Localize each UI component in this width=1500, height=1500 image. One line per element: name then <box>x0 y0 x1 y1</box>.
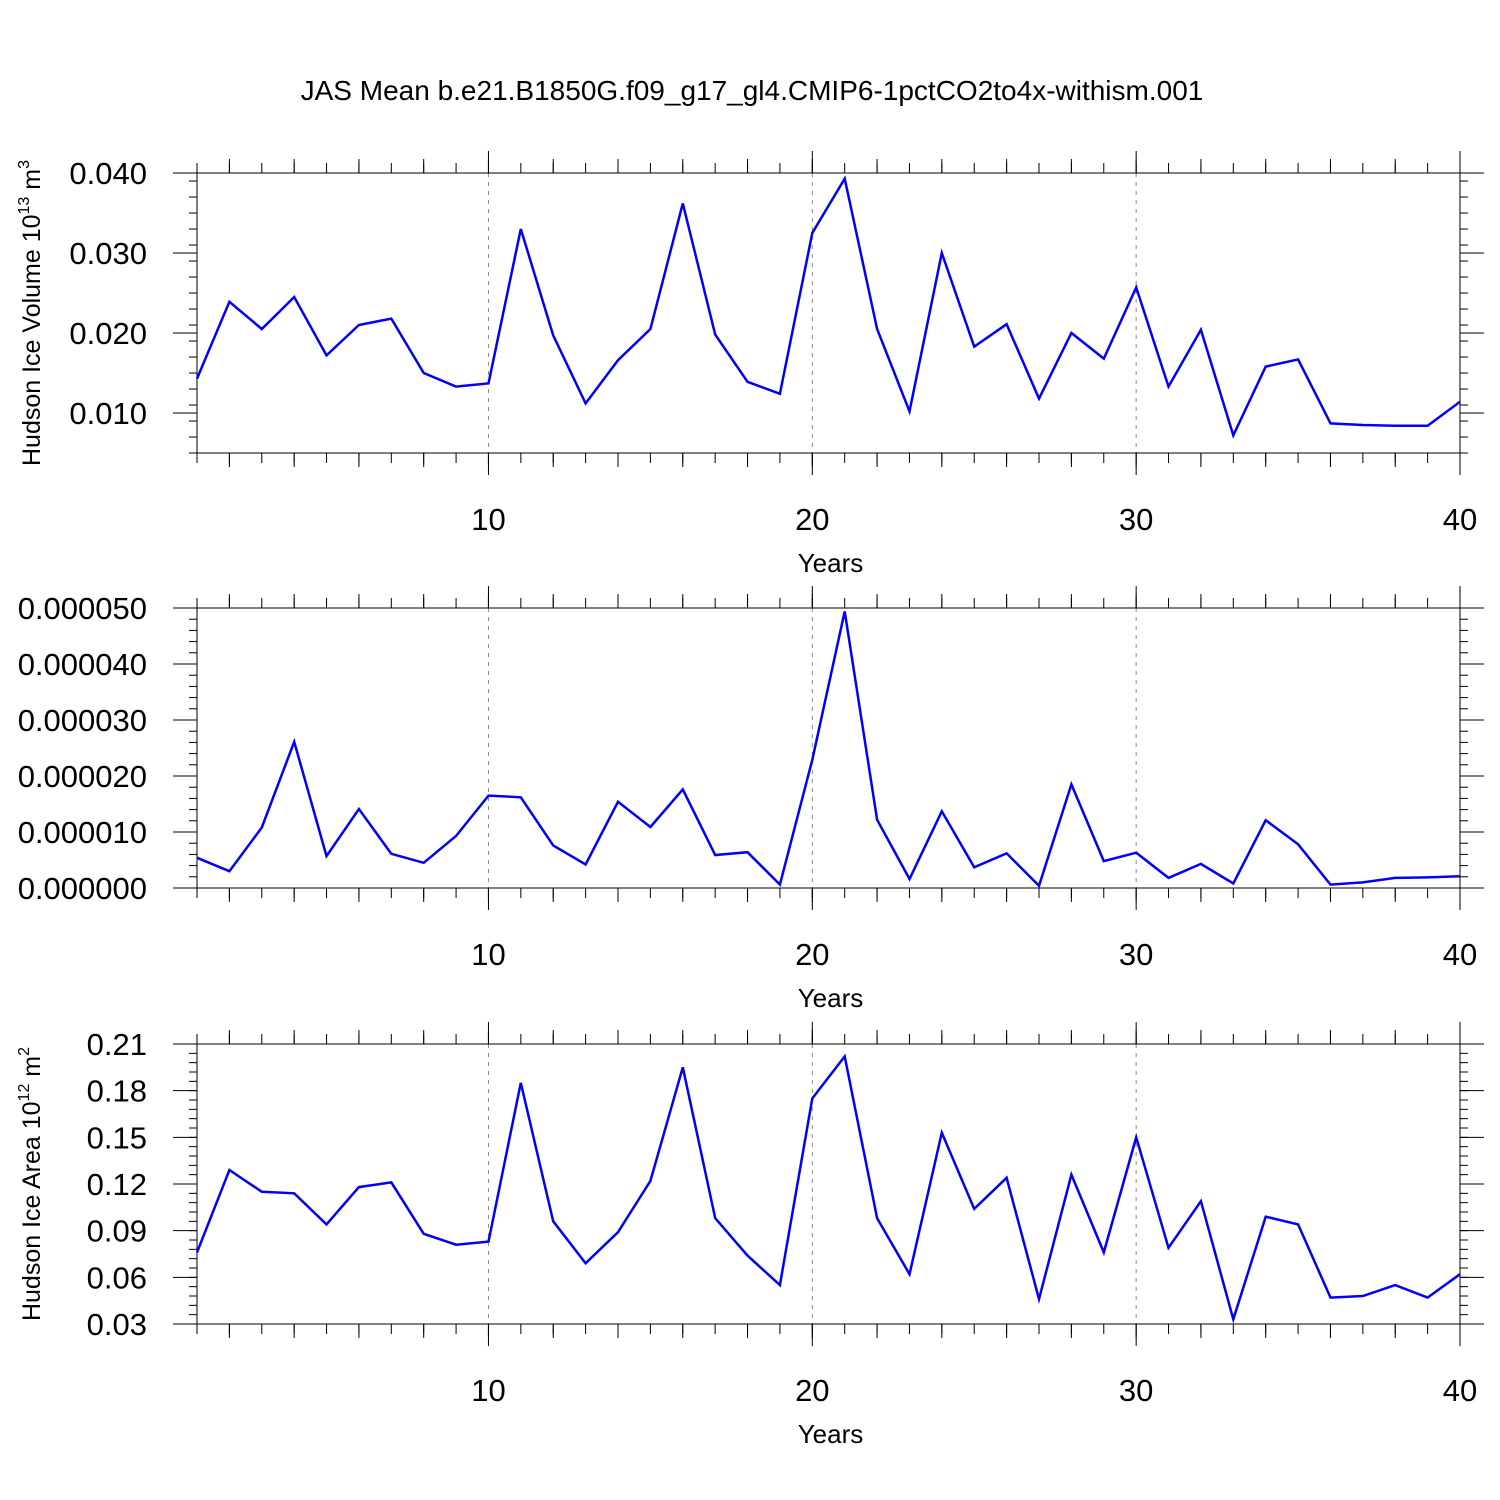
volume-panel: 10 20 30 40 0.010 0.020 0.030 0.040 Years Hudson … <box>16 151 1484 578</box>
x-axis-label: Years <box>798 548 864 578</box>
y-tick-label: 0.030 <box>69 236 147 271</box>
y-tick-label: 0.03 <box>87 1307 147 1342</box>
y-tick-label: 0.000000 <box>18 871 147 906</box>
y-tick-label: 0.000030 <box>18 703 147 738</box>
x-tick-label: 30 <box>1119 1373 1153 1408</box>
y-tick-label: 0.020 <box>69 316 147 351</box>
figure-title: JAS Mean b.e21.B1850G.f09_g17_gl4.CMIP6-… <box>301 75 1204 106</box>
y-tick-label: 0.09 <box>87 1214 147 1249</box>
y-tick-label: 0.040 <box>69 156 147 191</box>
y-tick-label: 0.010 <box>69 396 147 431</box>
y-axis-label: Hudson Ice Area 1012 m2 <box>16 1047 46 1321</box>
x-tick-label: 20 <box>795 1373 829 1408</box>
data-line <box>195 175 1461 439</box>
x-tick-label: 20 <box>795 502 829 537</box>
area-panel: 10 20 30 40 0.03 0.06 0.09 0.12 0.15 0.18 0.21 Year… <box>16 1022 1484 1449</box>
x-tick-label: 10 <box>471 937 505 972</box>
x-tick-label: 10 <box>471 1373 505 1408</box>
y-tick-label: 0.21 <box>87 1027 147 1062</box>
y-tick-label: 0.12 <box>87 1167 147 1202</box>
x-tick-label: 40 <box>1443 1373 1477 1408</box>
y-tick-label: 0.18 <box>87 1074 147 1109</box>
x-tick-label: 30 <box>1119 937 1153 972</box>
plot-frame <box>196 172 1461 454</box>
x-tick-label: 40 <box>1443 937 1477 972</box>
y-axis-label: Hudson Ice Volume 1013 m3 <box>16 160 46 466</box>
y-tick-label: 0.000050 <box>18 591 147 626</box>
y-tick-label: 0.000010 <box>18 815 147 850</box>
pressure-panel: 10 20 30 40 0.000000 0.000010 0.000020 0.000030… <box>18 586 1484 1013</box>
x-axis-label: Years <box>798 983 864 1013</box>
x-tick-label: 20 <box>795 937 829 972</box>
y-tick-label: 0.000040 <box>18 647 147 682</box>
data-line <box>196 611 1461 889</box>
y-tick-label: 0.06 <box>87 1260 147 1295</box>
y-tick-label: 0.15 <box>87 1120 147 1155</box>
plot-frame <box>196 607 1461 889</box>
x-tick-label: 40 <box>1443 502 1477 537</box>
x-tick-label: 10 <box>471 502 505 537</box>
data-line <box>195 1053 1461 1324</box>
plot-frame <box>196 1043 1461 1325</box>
x-axis-label: Years <box>798 1419 864 1449</box>
y-tick-label: 0.000020 <box>18 759 147 794</box>
x-tick-label: 30 <box>1119 502 1153 537</box>
